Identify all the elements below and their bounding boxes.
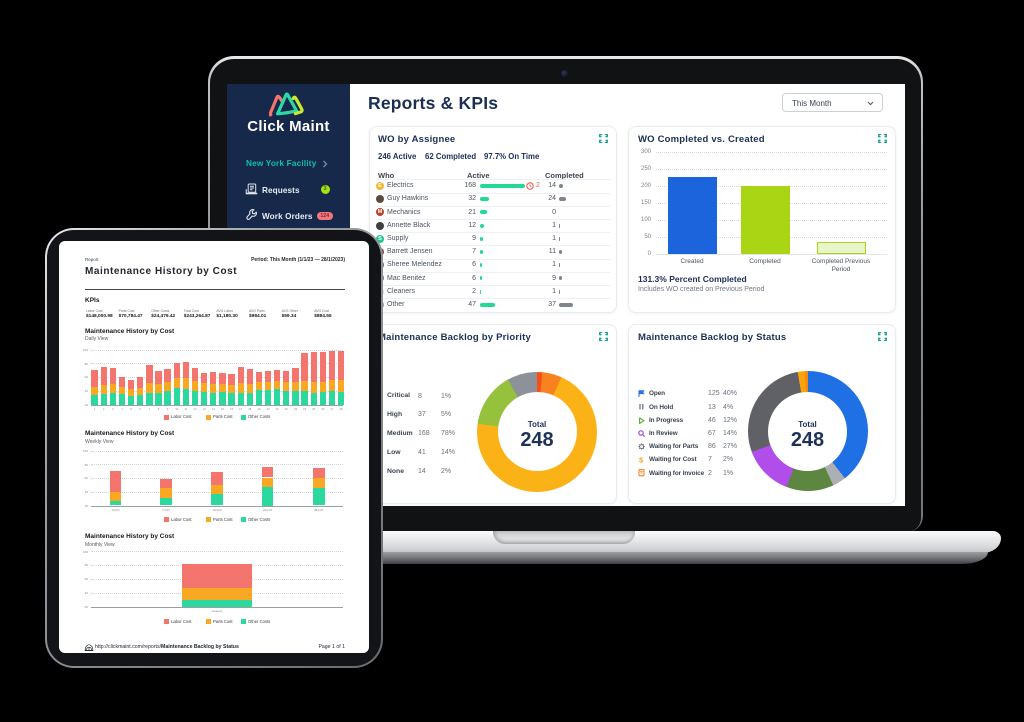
svg-text:$: $	[639, 456, 644, 464]
